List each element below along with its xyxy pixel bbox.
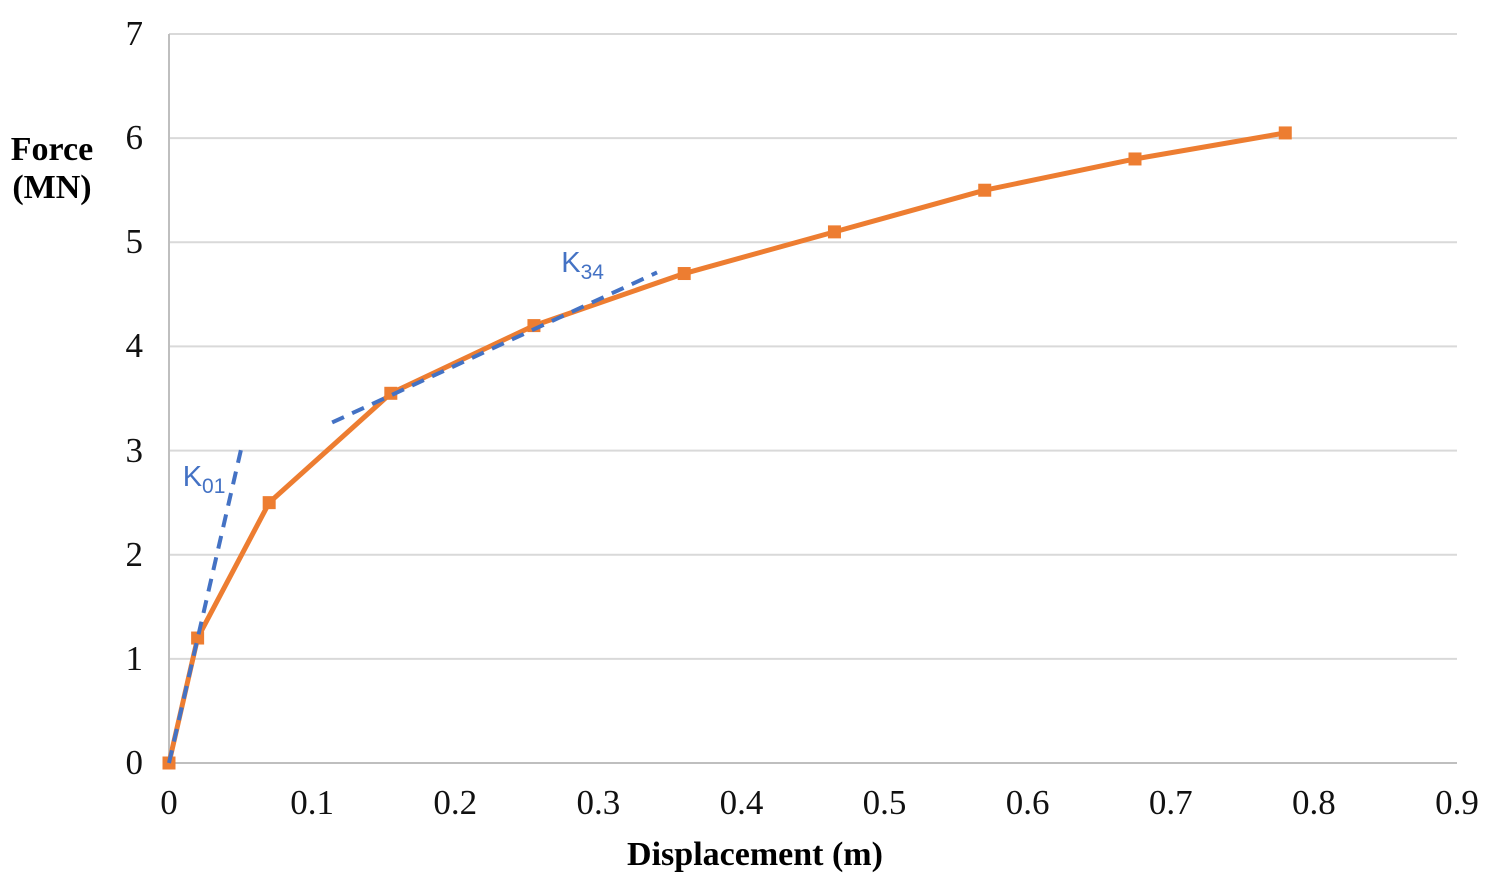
x-axis-tick-label: 0 (160, 783, 178, 822)
data-point-marker (677, 267, 691, 281)
series-line-force-displacement-curve (166, 130, 1288, 766)
k01-subscript: 01 (202, 474, 226, 498)
k34-subscript: 34 (580, 261, 604, 285)
x-axis-title: Displacement (m) (627, 836, 883, 873)
data-point-marker (262, 496, 276, 510)
data-point-marker (827, 225, 841, 239)
data-point-marker (1128, 152, 1142, 166)
y-axis-title: Force (MN) (10, 131, 94, 206)
x-axis-tick-label: 0.7 (1148, 783, 1193, 822)
data-point-marker (191, 631, 205, 645)
x-axis-tick-label: 0.4 (719, 783, 764, 822)
y-axis-tick-label: 6 (125, 118, 144, 158)
x-axis-tick-label: 0.8 (1292, 783, 1336, 822)
y-axis-tick-label: 7 (125, 14, 144, 53)
data-point-marker (384, 386, 398, 400)
y-axis-tick-label: 1 (125, 638, 144, 678)
x-axis-tick-label: 0.3 (576, 783, 621, 822)
k01-symbol: K (182, 460, 203, 493)
tangent-line-k34 (331, 270, 658, 425)
y-axis-tick-label: 3 (125, 430, 144, 470)
y-axis-tick-label: 5 (125, 222, 144, 262)
y-axis-tick-label: 4 (125, 326, 144, 366)
stiffness-label-k01: K01 (182, 460, 226, 498)
x-axis-tick-label: 0.1 (290, 783, 334, 822)
y-axis-tick-label: 2 (125, 534, 144, 574)
data-point-marker (1278, 126, 1292, 140)
x-axis-tick-label: 0.5 (862, 783, 907, 822)
x-axis-tick-label: 0.6 (1005, 783, 1050, 822)
stiffness-label-k34: K34 (561, 247, 604, 285)
data-point-marker (978, 183, 992, 197)
y-axis-tick-label: 0 (125, 743, 144, 782)
k34-symbol: K (561, 247, 581, 280)
x-axis-tick-label: 0.9 (1435, 783, 1479, 822)
tangent-line-k01 (167, 444, 244, 764)
x-axis-tick-label: 0.2 (433, 783, 478, 822)
